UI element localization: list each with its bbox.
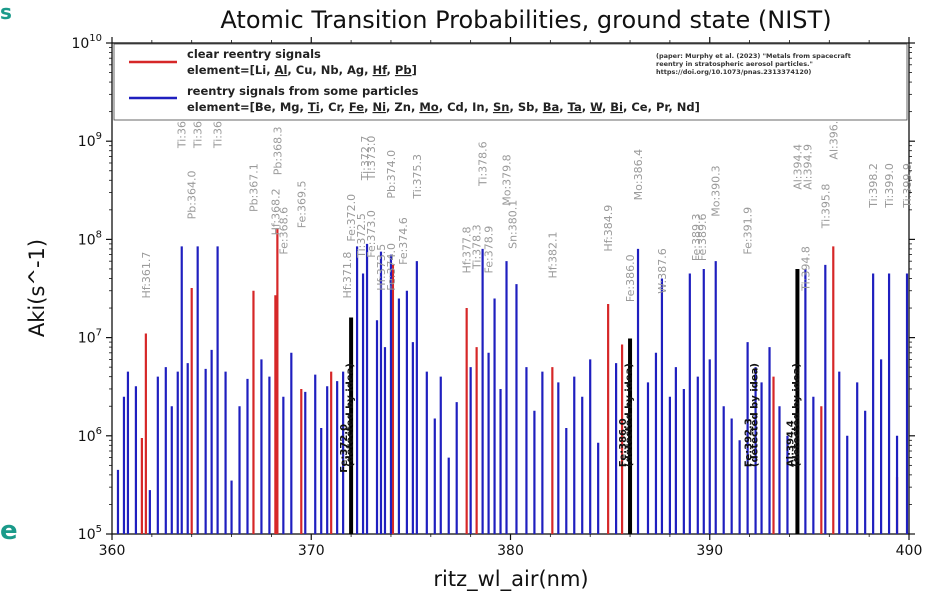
edge-text-fragment-top: s [0,0,12,24]
transition-label: Hf:368.2 [269,188,282,235]
transition-label: Al:396.2 [827,114,840,160]
transition-label: Fe:378.9 [483,226,496,274]
x-tick-label: 400 [896,543,923,559]
transition-label: Pb:368.3 [271,126,284,175]
legend: clear reentry signals element=[Li, Al, C… [113,43,908,121]
legend-box [113,43,908,121]
detection-annotation: Fe:392.3 [744,418,755,467]
transition-label: Ti:378.6 [477,141,490,187]
transition-label: Fe:386.0 [624,254,637,302]
paper-note-line-1: (paper: Murphy et al. (2023) "Metals fro… [656,52,851,60]
transition-label: Ti:378.3 [471,224,484,270]
plot-area [111,42,910,535]
transition-label: Ti:399.9 [901,163,914,209]
transition-label: Fe:373.0 [365,210,378,258]
edge-text-fragment-bottom: e [0,516,18,546]
transition-label: Pb:374.0 [385,150,398,199]
transition-label: Fe:389.6 [696,213,709,261]
transition-label: Hf:382.1 [546,232,559,279]
x-tick-label: 380 [497,543,524,559]
transition-label: Fe:368.6 [277,207,290,255]
detection-annotation: (detected by idea) [345,363,356,467]
transition-label: Mo:379.8 [501,154,514,205]
transition-label: Fe:369.5 [295,181,308,229]
legend-elements-some: element=[Be, Mg, Ti, Cr, Fe, Ni, Zn, Mo,… [187,100,700,114]
transition-label: Pb:364.0 [186,171,199,220]
transition-label: W:387.6 [656,248,669,293]
detection-annotation: Al:394.4 [785,420,796,467]
transition-label: Hf:361.7 [140,252,153,299]
detection-annotation: (detected by idea) [750,363,761,467]
transition-label: Hf:371.8 [341,252,354,299]
transition-label: Fe:389.3 [690,213,703,261]
transition-label: Fe:374.6 [397,217,410,265]
transition-line-labels: Hf:361.7Ti:363.5Pb:364.0Ti:364.3 Ti:365.3… [140,103,914,302]
y-tick-label: 105 [78,524,102,543]
x-axis: 360 370 380 390 400 [99,37,923,559]
y-axis-label: Aki(s^-1) [25,239,49,337]
x-tick-label: 370 [298,543,325,559]
transition-label: Hf:373.5 [375,244,388,291]
transition-label: Mo:390.3 [710,165,723,216]
x-tick-label: 360 [99,543,126,559]
detection-annotation: Fe:372.0 [339,424,350,473]
transition-label: Pb:367.1 [247,163,260,212]
transition-lines [116,228,909,534]
y-tick-label: 106 [78,426,102,445]
y-tick-label: 109 [78,131,102,150]
paper-note-line-2: reentry in stratospheric aerosol particl… [656,60,813,68]
transition-label: Al:394.4 [791,144,804,190]
y-tick-label: 107 [78,328,102,347]
transition-label: Fe:374.0 [385,243,398,291]
y-axis: 105 106 107 108 109 1010 [71,33,915,543]
transition-label: Fe:372.0 [345,194,358,242]
legend-elements-clear: element=[Li, Al, Cu, Nb, Ag, Hf, Pb] [187,63,417,77]
detection-annotation: (detected by idea) [624,363,635,467]
detection-annotations: Fe:372.0(detected by idea) Fe:386.0(detec… [339,363,802,473]
transition-label: Ti:375.3 [411,154,424,200]
transition-label: Al:394.9 [801,144,814,190]
detection-annotation: Fe:386.0 [618,418,629,467]
transition-label: Ti:373.0 [365,136,378,182]
y-tick-label: 1010 [71,33,102,52]
transition-label: Ti:394.8 [799,246,812,292]
transition-label: Ti:398.2 [867,163,880,209]
transition-label: Mo:386.4 [632,149,645,200]
x-tick-label: 390 [696,543,723,559]
transition-label: Ti:372.7 [359,136,372,182]
legend-label-clear: clear reentry signals [187,47,321,61]
detection-annotation: (detected by idea) [791,363,802,467]
paper-note-line-3: https://doi.org/10.1073/pnas.2313374120) [656,68,811,76]
transition-label: Ti:399.0 [883,163,896,209]
x-axis-label: ritz_wl_air(nm) [433,567,588,592]
chart-title: Atomic Transition Probabilities, ground … [220,6,831,34]
transition-label: Hf:377.8 [461,227,474,274]
transition-label: Sn:380.1 [506,200,519,249]
legend-label-some: reentry signals from some particles [187,84,419,98]
y-tick-label: 108 [78,229,102,248]
transition-label: Ti:372.5 [355,213,368,259]
transition-label: Ti:395.8 [819,184,832,230]
transition-label: Hf:384.9 [602,205,615,252]
transition-label: Fe:391.9 [742,207,755,255]
